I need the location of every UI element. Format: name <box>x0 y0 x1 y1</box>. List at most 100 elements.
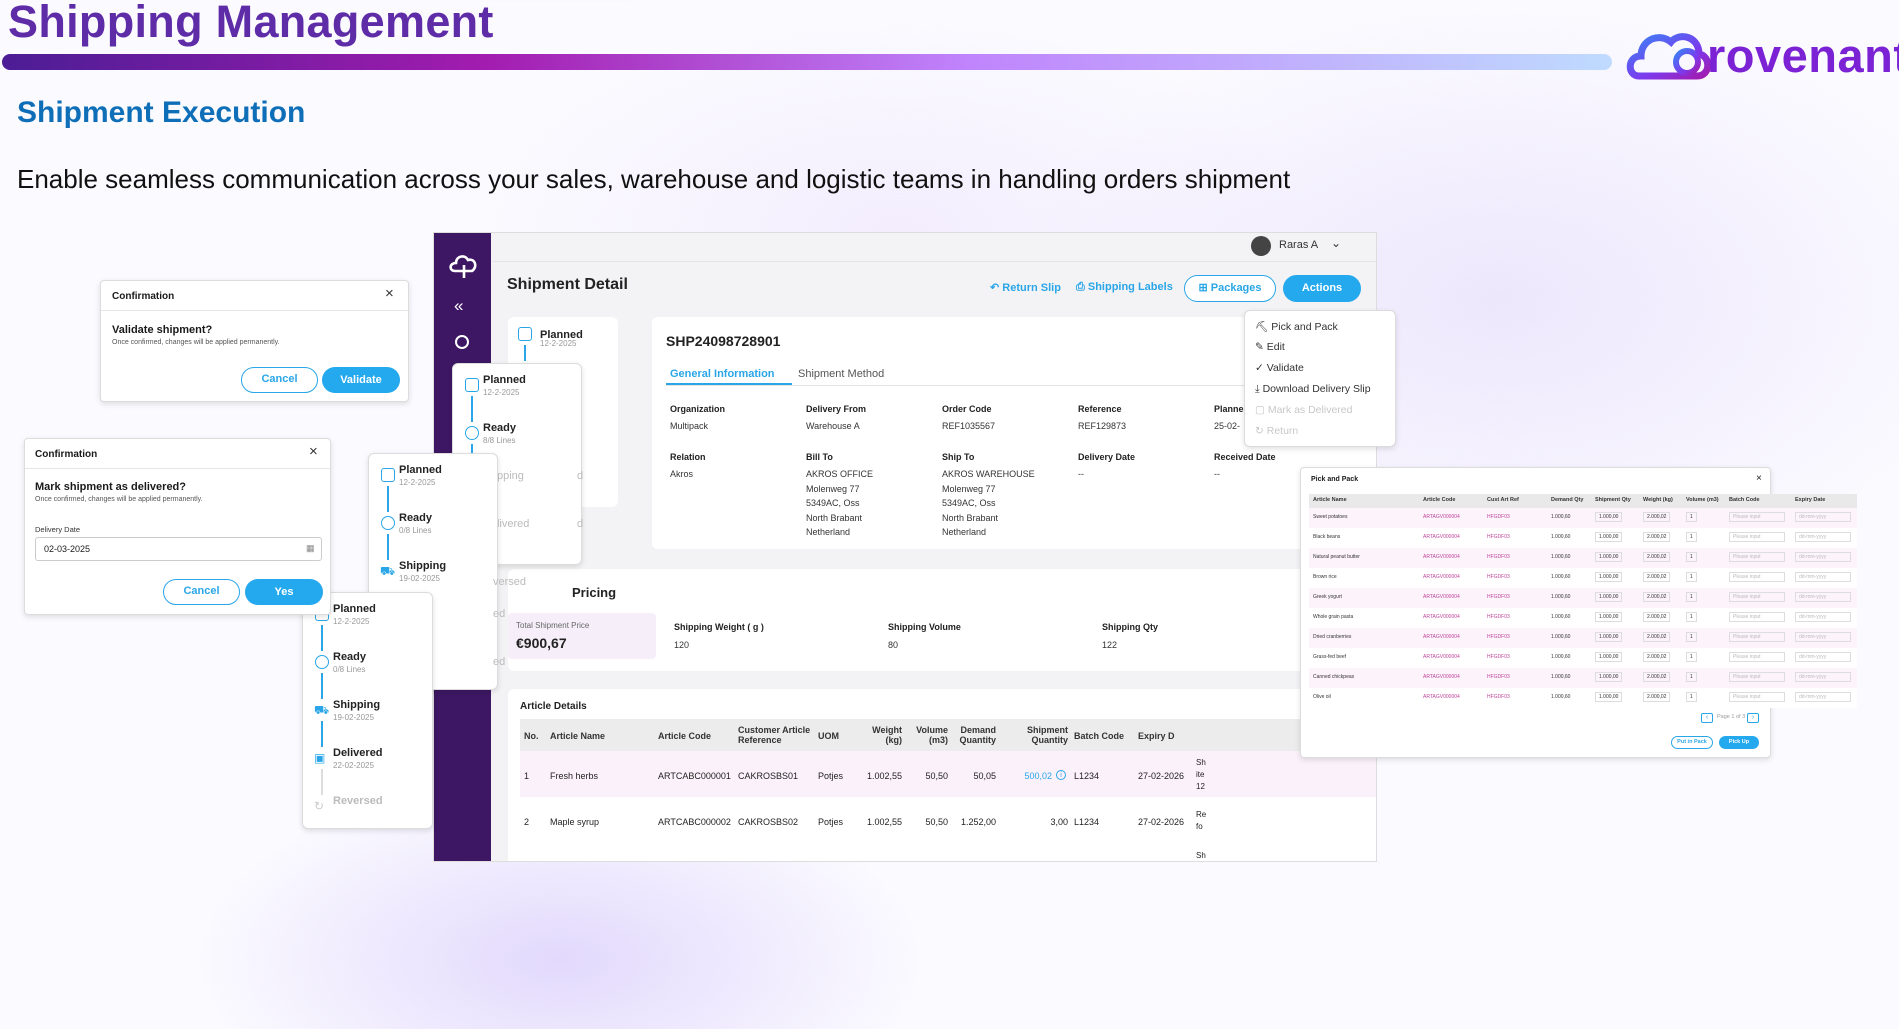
pick-cell[interactable]: 1 <box>1686 632 1697 642</box>
expiry-date-input[interactable]: dd-mm-yyyy <box>1795 572 1851 582</box>
row1-ref: CAKROSBS01 <box>738 771 799 781</box>
pick-cell[interactable]: 1.000,00 <box>1595 572 1623 582</box>
pick-cell[interactable]: 2.000,02 <box>1643 572 1671 582</box>
actions-button[interactable]: Actions <box>1283 275 1361 302</box>
expiry-date-input[interactable]: dd-mm-yyyy <box>1795 632 1851 642</box>
batch-code-input[interactable]: Please input <box>1729 692 1785 702</box>
pick-table-row[interactable]: Black beans ARTAGV000004 HFGDF03 1.000,60 1.… <box>1309 528 1857 548</box>
calendar-icon[interactable]: ▦ <box>306 543 315 553</box>
tab-shipment-method[interactable]: Shipment Method <box>798 368 885 380</box>
dashboard-icon[interactable] <box>455 335 469 349</box>
clock-icon <box>381 516 395 530</box>
close-icon[interactable]: × <box>1756 473 1762 484</box>
pick-cell[interactable]: 1 <box>1686 572 1697 582</box>
delivery-date-input[interactable]: 02-03-2025 ▦ <box>35 537 322 561</box>
pick-cell[interactable]: 1.000,00 <box>1595 532 1623 542</box>
collapse-sidebar-icon[interactable]: « <box>454 296 464 315</box>
pick-cell[interactable]: 2.000,02 <box>1643 692 1671 702</box>
pick-table-row[interactable]: Grass-fed beef ARTAGV000004 HFGDF03 1.000,6… <box>1309 648 1857 668</box>
pick-cell[interactable]: 1.000,00 <box>1595 632 1623 642</box>
pick-cell[interactable]: 1 <box>1686 512 1697 522</box>
batch-code-input[interactable]: Please input <box>1729 572 1785 582</box>
batch-code-input[interactable]: Please input <box>1729 552 1785 562</box>
pick-cell[interactable]: 1.000,00 <box>1595 652 1623 662</box>
expiry-date-input[interactable]: dd-mm-yyyy <box>1795 552 1851 562</box>
pick-table-row[interactable]: Whole grain pasta ARTAGV000004 HFGDF03 1.00… <box>1309 608 1857 628</box>
menu-validate[interactable]: ✓ Validate <box>1255 362 1304 374</box>
info-icon[interactable]: i <box>1056 770 1066 780</box>
next-page-button[interactable]: › <box>1747 713 1759 723</box>
ghost-text: ed <box>493 608 506 620</box>
batch-code-input[interactable]: Please input <box>1729 672 1785 682</box>
shipping-labels-link[interactable]: ⎙ Shipping Labels <box>1076 281 1173 293</box>
pick-cell[interactable]: 2.000,02 <box>1643 512 1671 522</box>
pick-cell[interactable]: 1.000,00 <box>1595 612 1623 622</box>
pick-table-row[interactable]: Dried cranberries ARTAGV000004 HFGDF03 1.00… <box>1309 628 1857 648</box>
expiry-date-input[interactable]: dd-mm-yyyy <box>1795 692 1851 702</box>
pick-cell[interactable]: 1.000,00 <box>1595 672 1623 682</box>
menu-download-slip[interactable]: ⤓ Download Delivery Slip <box>1255 383 1371 396</box>
packages-button[interactable]: ⊞ Packages <box>1184 275 1276 302</box>
cancel-button[interactable]: Cancel <box>163 579 240 605</box>
pick-cell[interactable]: 1.000,00 <box>1595 592 1623 602</box>
pick-cell[interactable]: 2.000,02 <box>1643 592 1671 602</box>
batch-code-input[interactable]: Please input <box>1729 652 1785 662</box>
pick-cell: ARTAGV000004 <box>1423 614 1460 620</box>
pick-cell[interactable]: 2.000,02 <box>1643 612 1671 622</box>
validate-button[interactable]: Validate <box>322 367 400 393</box>
pick-cell[interactable]: 1 <box>1686 612 1697 622</box>
pick-table-row[interactable]: Natural peanut butter ARTAGV000004 HFGDF03… <box>1309 548 1857 568</box>
dialog-title: Confirmation <box>35 449 98 460</box>
batch-code-input[interactable]: Please input <box>1729 592 1785 602</box>
pick-cell[interactable]: 2.000,02 <box>1643 532 1671 542</box>
user-menu[interactable]: Raras A ⌄ <box>1251 233 1376 259</box>
pick-table-row[interactable]: Brown rice ARTAGV000004 HFGDF03 1.000,60 1.0… <box>1309 568 1857 588</box>
expiry-date-input[interactable]: dd-mm-yyyy <box>1795 592 1851 602</box>
expiry-date-input[interactable]: dd-mm-yyyy <box>1795 672 1851 682</box>
pick-cell[interactable]: 1.000,00 <box>1595 552 1623 562</box>
pick-cell[interactable]: 2.000,02 <box>1643 632 1671 642</box>
pick-table-row[interactable]: Olive oil ARTAGV000004 HFGDF03 1.000,60 1.00… <box>1309 688 1857 708</box>
yes-button[interactable]: Yes <box>245 579 323 605</box>
close-icon[interactable]: × <box>385 285 394 302</box>
expiry-date-input[interactable]: dd-mm-yyyy <box>1795 652 1851 662</box>
batch-code-input[interactable]: Please input <box>1729 532 1785 542</box>
pick-table-row[interactable]: Greek yogurt ARTAGV000004 HFGDF03 1.000,60 1… <box>1309 588 1857 608</box>
menu-pick-and-pack[interactable]: ⛏ Pick and Pack <box>1255 320 1338 333</box>
close-icon[interactable]: × <box>309 443 318 460</box>
pick-cell[interactable]: 1 <box>1686 692 1697 702</box>
return-slip-link[interactable]: ↶ Return Slip <box>990 282 1061 294</box>
pick-cell: 1.000,60 <box>1551 534 1571 540</box>
pick-cell[interactable]: 1.000,00 <box>1595 512 1623 522</box>
pick-cell[interactable]: 1 <box>1686 672 1697 682</box>
pick-cell[interactable]: 1 <box>1686 552 1697 562</box>
row1-shipment-qty[interactable]: 500,02 <box>1024 771 1052 781</box>
pick-table-row[interactable]: Canned chickpeas ARTAGV000004 HFGDF03 1.000… <box>1309 668 1857 688</box>
put-in-pack-button[interactable]: Put in Pack <box>1671 736 1713 749</box>
pick-cell[interactable]: 1 <box>1686 592 1697 602</box>
pick-cell[interactable]: 2.000,02 <box>1643 672 1671 682</box>
table-row[interactable] <box>520 751 1376 797</box>
prev-page-button[interactable]: ‹ <box>1701 713 1713 723</box>
pick-up-button[interactable]: Pick Up <box>1719 736 1759 749</box>
batch-code-input[interactable]: Please input <box>1729 612 1785 622</box>
pick-cell[interactable]: 1 <box>1686 652 1697 662</box>
menu-edit[interactable]: ✎ Edit <box>1255 341 1285 353</box>
expiry-date-input[interactable]: dd-mm-yyyy <box>1795 532 1851 542</box>
batch-code-input[interactable]: Please input <box>1729 632 1785 642</box>
batch-code-input[interactable]: Please input <box>1729 512 1785 522</box>
pick-cell[interactable]: 2.000,02 <box>1643 552 1671 562</box>
pick-cell[interactable]: 2.000,02 <box>1643 652 1671 662</box>
cancel-button[interactable]: Cancel <box>241 367 318 393</box>
table-row[interactable] <box>520 797 1376 843</box>
pk-col-shipment: Shipment Qty <box>1595 497 1631 503</box>
expiry-date-input[interactable]: dd-mm-yyyy <box>1795 612 1851 622</box>
expiry-date-input[interactable]: dd-mm-yyyy <box>1795 512 1851 522</box>
pk-col-volume: Volume (m3) <box>1686 497 1719 503</box>
pick-table-row[interactable]: Sweet potatoes ARTAGV000004 HFGDF03 1.000,6… <box>1309 508 1857 528</box>
pick-cell[interactable]: 1.000,00 <box>1595 692 1623 702</box>
logo-text: rovenant <box>1707 29 1899 82</box>
tab-general-information[interactable]: General Information <box>670 368 775 380</box>
row3-extra: Sh <box>1196 851 1206 860</box>
pick-cell[interactable]: 1 <box>1686 532 1697 542</box>
